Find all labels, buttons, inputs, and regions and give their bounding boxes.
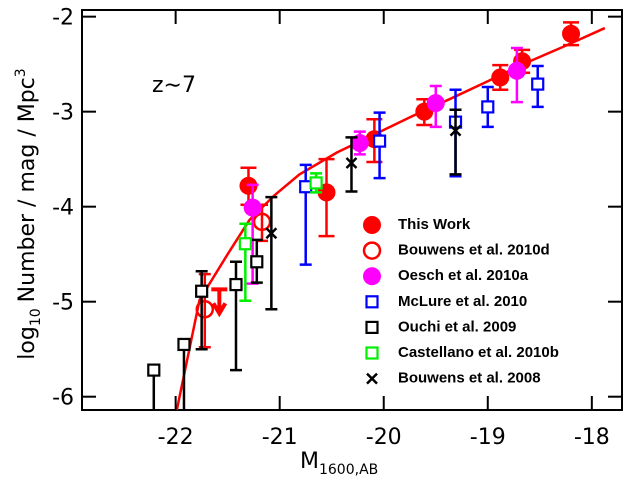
legend-marker (363, 216, 381, 234)
x-label-main: M (300, 449, 319, 474)
legend-marker (363, 267, 381, 286)
x-tick-label: -18 (574, 425, 610, 450)
point (507, 61, 526, 80)
error-bar (265, 195, 278, 311)
error-bar (239, 222, 252, 302)
point (243, 198, 262, 217)
point (309, 176, 323, 190)
point (252, 212, 272, 232)
legend-marker (365, 346, 379, 360)
y-label-sub: 10 (28, 308, 44, 326)
point (562, 24, 581, 43)
y-tick-label: -3 (52, 101, 74, 126)
legend-label: Bouwens et al. 2008 (398, 370, 541, 387)
legend-marker (365, 295, 379, 309)
upper-limit (211, 287, 228, 318)
y-tick-label: -4 (52, 196, 74, 221)
legend-label: Oesch et al. 2010a (398, 267, 529, 284)
point (531, 77, 545, 91)
x-tick-label: -20 (366, 425, 402, 450)
y-tick-label: -5 (52, 291, 74, 316)
point (345, 157, 358, 169)
point (147, 363, 161, 377)
point (238, 237, 252, 251)
plot-area (147, 21, 606, 410)
error-bar (147, 368, 160, 410)
x-label-sub: 1600,AB (319, 462, 378, 478)
y-axis-label: log10 Number / mag / Mpc3 (13, 68, 44, 359)
legend-marker (366, 372, 378, 385)
y-tick-label: -2 (52, 6, 74, 31)
point (195, 284, 209, 298)
point (195, 300, 215, 319)
point (250, 255, 264, 269)
error-bar (195, 270, 208, 351)
legend-label: Castellano et al. 2010b (398, 344, 559, 361)
point (491, 68, 510, 87)
y-label-sup: 3 (13, 68, 29, 77)
error-bar (449, 108, 462, 176)
x-tick-label: -21 (262, 425, 298, 450)
x-axis-label: M1600,AB (300, 449, 378, 478)
annotation: z∼7 (152, 73, 196, 98)
x-tick-label: -19 (470, 425, 506, 450)
x-tick-label: -22 (158, 425, 194, 450)
point (265, 227, 278, 240)
legend-marker (362, 241, 382, 260)
legend-label: Ouchi et al. 2009 (398, 318, 516, 335)
legend-label: McLure et al. 2010 (398, 293, 527, 310)
point (177, 337, 191, 352)
point (372, 134, 387, 148)
point (449, 124, 462, 137)
y-label-main: log (15, 326, 40, 360)
plot-frame (81, 9, 623, 411)
legend-marker (365, 320, 379, 334)
point (229, 277, 243, 292)
legend-label: Bouwens et al. 2010d (398, 242, 550, 259)
point (481, 100, 495, 114)
y-tick-label: -6 (52, 386, 74, 411)
point (426, 94, 445, 113)
y-label-rest: Number / mag / Mpc (15, 77, 40, 302)
legend-label: This Work (398, 216, 471, 233)
